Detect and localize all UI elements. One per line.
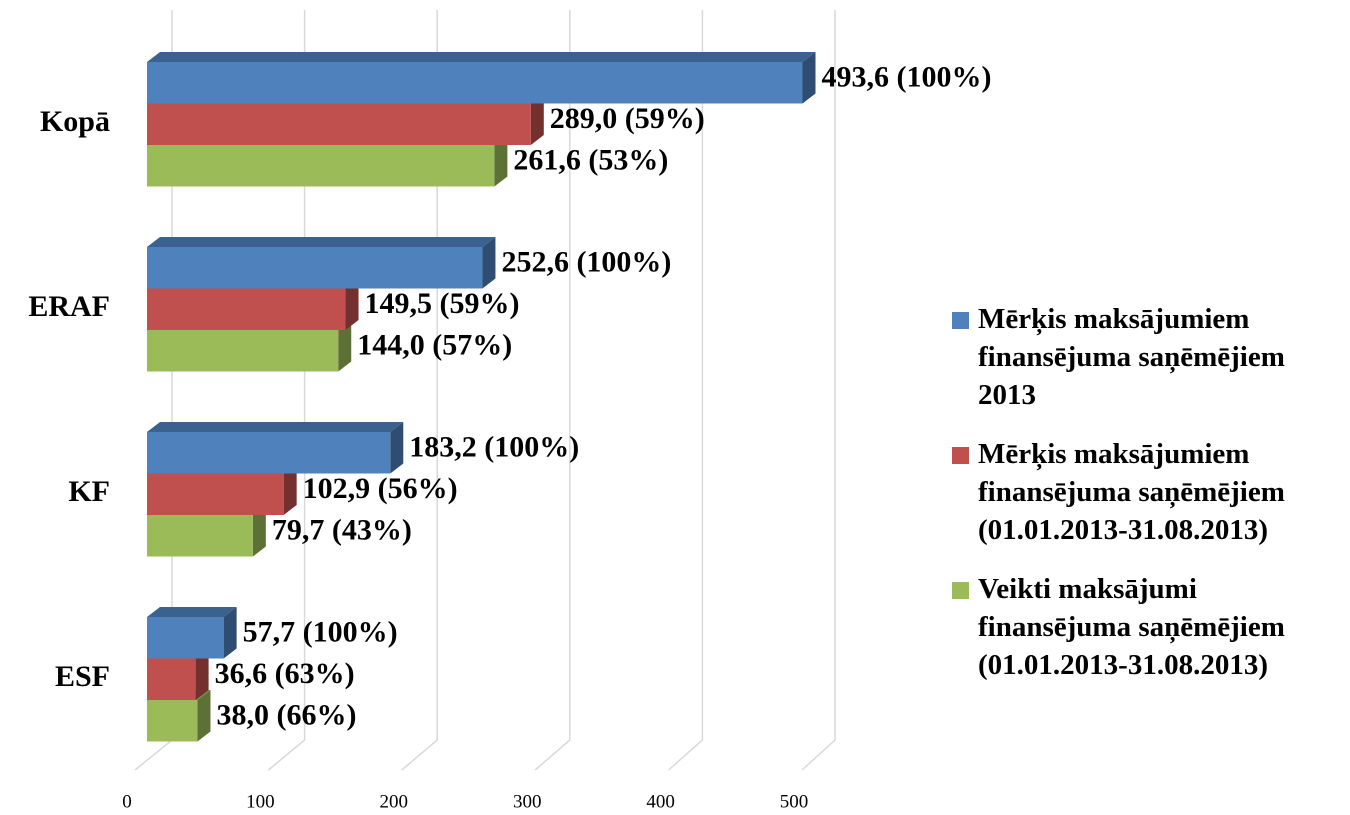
legend-label: Mērķis maksājumiem finansējuma saņēmējie… (978, 438, 1285, 546)
bar (147, 607, 237, 659)
y-tick-label: Kopā (40, 105, 110, 138)
y-tick-label: KF (68, 475, 110, 508)
data-label: 57,7 (100%) (243, 616, 398, 649)
bar-front (147, 700, 198, 742)
data-label: 289,0 (59%) (550, 102, 705, 135)
bar-front (147, 658, 196, 700)
y-tick-label: ESF (55, 660, 110, 693)
bar-front (147, 145, 495, 187)
legend-swatch (952, 312, 969, 329)
bar (147, 52, 816, 104)
data-label: 493,6 (100%) (822, 61, 992, 94)
bar-front (147, 247, 483, 289)
legend-label: Veikti maksājumi finansējuma saņēmējiem … (978, 573, 1285, 681)
grid-line (668, 10, 704, 771)
data-label: 183,2 (100%) (409, 431, 579, 464)
data-label: 144,0 (57%) (357, 329, 512, 362)
bar-side (197, 690, 211, 742)
bar-side (390, 422, 404, 474)
bar-front (147, 617, 224, 659)
x-tick-label: 100 (246, 791, 275, 812)
legend-item: Veikti maksājumi finansējuma saņēmējiem … (952, 570, 1344, 684)
bar-top (147, 422, 404, 432)
bar-side (530, 93, 544, 145)
legend-swatch (952, 582, 969, 599)
bar-side (283, 463, 297, 515)
legend-label: Mērķis maksājumiem finansējuma saņēmējie… (978, 303, 1285, 411)
bar-top (147, 607, 237, 617)
grid-line (801, 10, 836, 771)
data-label: 102,9 (56%) (303, 472, 458, 505)
data-label: 36,6 (63%) (215, 657, 355, 690)
bar-front (147, 515, 253, 557)
data-label: 149,5 (59%) (365, 287, 520, 320)
bar-front (147, 473, 284, 515)
bar-side (338, 320, 352, 372)
bar-front (147, 62, 803, 104)
bar-top (147, 237, 496, 247)
x-tick-label: 0 (122, 791, 132, 812)
legend-item: Mērķis maksājumiem finansējuma saņēmējie… (952, 435, 1344, 549)
grid-line (534, 10, 571, 771)
data-label: 79,7 (43%) (272, 514, 412, 547)
x-tick-label: 500 (780, 791, 809, 812)
x-tick-label: 400 (646, 791, 675, 812)
y-tick-label: ERAF (28, 290, 110, 323)
bar (147, 422, 404, 474)
legend-item: Mērķis maksājumiem finansējuma saņēmējie… (952, 300, 1344, 414)
bar-front (147, 330, 339, 372)
bar-side (223, 607, 237, 659)
data-label: 261,6 (53%) (513, 144, 668, 177)
bar-side (252, 505, 266, 557)
legend-swatch (952, 447, 969, 464)
x-tick-label: 200 (380, 791, 409, 812)
bar-front (147, 103, 531, 145)
data-label: 252,6 (100%) (501, 246, 671, 279)
bar-top (147, 52, 816, 62)
bar (147, 237, 496, 289)
bar-side (482, 237, 496, 289)
bar-side (494, 135, 508, 187)
x-tick-label: 300 (513, 791, 542, 812)
legend: Mērķis maksājumiem finansējuma saņēmējie… (952, 300, 1347, 705)
bar-side (802, 52, 816, 104)
bar-side (195, 648, 209, 700)
bar-side (345, 278, 359, 330)
bar-front (147, 432, 391, 474)
data-label: 38,0 (66%) (216, 699, 356, 732)
bar-front (147, 288, 346, 330)
